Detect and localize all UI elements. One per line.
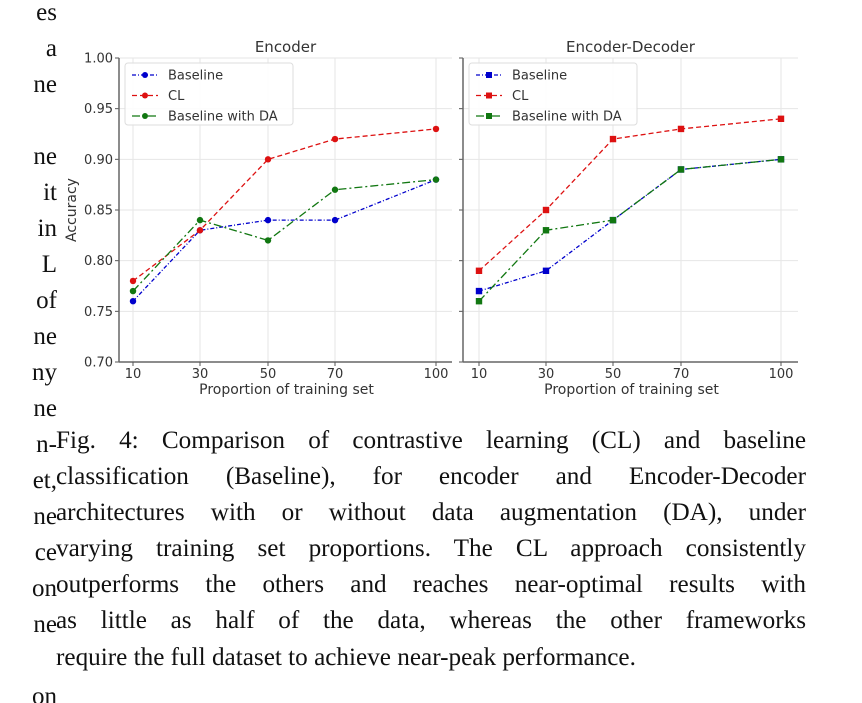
- legend-label: Baseline: [512, 69, 567, 84]
- chart-title: Encoder-Decoder: [566, 38, 696, 56]
- left-column-line: on: [32, 575, 57, 602]
- caption-line: varying training set proportions. The CL…: [56, 535, 806, 563]
- left-column-line: ce: [34, 539, 57, 566]
- data-point: [196, 216, 204, 224]
- data-point: [475, 267, 483, 274]
- x-tick-label: 50: [260, 367, 277, 382]
- data-point: [677, 125, 685, 133]
- x-axis-label: Proportion of training set: [199, 382, 374, 398]
- data-point: [475, 298, 483, 305]
- legend-label: Baseline with DA: [512, 110, 622, 125]
- left-column-line: ny: [32, 359, 57, 386]
- legend-marker: [486, 72, 492, 78]
- legend-marker: [142, 113, 148, 119]
- data-point: [129, 287, 137, 295]
- x-tick-label: 100: [424, 367, 449, 382]
- left-column-line: ne: [33, 395, 57, 422]
- y-tick-label: 0.75: [84, 305, 113, 320]
- x-tick-label: 30: [538, 367, 555, 382]
- data-point: [542, 267, 550, 274]
- chart-title: Encoder: [255, 38, 317, 56]
- legend-box: [468, 62, 638, 126]
- left-column-line: of: [36, 287, 57, 314]
- legend-label: Baseline: [168, 69, 223, 84]
- y-axis-label: Accuracy: [64, 178, 80, 242]
- series-line-baseline-with-da: [132, 178, 437, 292]
- left-column-line: on: [32, 683, 57, 703]
- data-point: [196, 227, 204, 234]
- data-point: [331, 186, 339, 193]
- data-point: [129, 298, 137, 305]
- caption-line: Fig. 4: Comparison of contrastive learni…: [56, 427, 806, 454]
- chart-panel-encoder-decoder: 10 30 50 70 100 Encoder-Decoder Proportion of …: [459, 38, 798, 398]
- x-tick-label: 100: [769, 367, 794, 382]
- series-line-baseline: [478, 158, 782, 292]
- series-line-cl: [478, 118, 782, 272]
- x-tick-label: 70: [327, 367, 344, 382]
- legend-box: [124, 62, 294, 126]
- y-tick-label: 0.80: [84, 254, 113, 269]
- left-column-line: in: [37, 215, 57, 242]
- data-point: [331, 135, 339, 143]
- caption-line: outperforms the others and reaches near-…: [56, 571, 806, 599]
- left-column-line: ne: [33, 323, 57, 350]
- left-column-line: a: [45, 35, 57, 62]
- legend: Baseline CL Baseline with DA: [124, 62, 294, 126]
- left-column-line: L: [41, 251, 57, 278]
- left-column-line: ne: [33, 611, 57, 638]
- x-axis-label: Proportion of training set: [544, 382, 719, 398]
- data-point: [609, 216, 617, 224]
- caption-line: as little as half of the data, whereas t…: [56, 607, 806, 635]
- data-point: [264, 156, 272, 163]
- legend-label: Baseline with DA: [168, 110, 278, 125]
- data-point: [331, 216, 339, 224]
- x-tick-label: 50: [605, 367, 622, 382]
- data-point: [777, 156, 785, 163]
- x-tick-label: 30: [192, 367, 209, 382]
- data-point: [609, 135, 617, 143]
- data-point: [432, 125, 440, 133]
- legend-label: CL: [512, 89, 529, 104]
- y-tick-label: 1.00: [84, 52, 113, 67]
- data-point: [777, 115, 785, 122]
- y-tick-label: 0.85: [84, 204, 113, 219]
- legend: Baseline CL Baseline with DA: [468, 62, 638, 126]
- data-point: [475, 287, 483, 295]
- data-point: [129, 277, 137, 285]
- data-point: [432, 176, 440, 183]
- data-point: [542, 206, 550, 214]
- series-line-baseline: [132, 178, 437, 302]
- y-tick-label: 0.70: [84, 356, 113, 371]
- legend-marker: [142, 72, 148, 78]
- data-point: [677, 166, 685, 173]
- left-column-line: it: [43, 179, 57, 206]
- data-point: [264, 237, 272, 244]
- legend-marker: [486, 113, 492, 119]
- legend-label: CL: [168, 89, 185, 104]
- caption-line: architectures with or without data augme…: [56, 499, 806, 527]
- legend-marker: [142, 92, 148, 99]
- left-column-line: es: [36, 0, 57, 26]
- figure-caption: Fig. 4: Comparison of contrastive learni…: [56, 423, 806, 676]
- caption-line: classification (Baseline), for encoder a…: [56, 463, 806, 491]
- caption-line: require the full dataset to achieve near…: [56, 643, 636, 671]
- legend-marker: [486, 92, 492, 99]
- chart-panel-encoder: 10 30 50 70 100 0.70 0.75 0.80 0.85 0.90 0.95 1.00 E…: [64, 38, 452, 398]
- data-point: [542, 227, 550, 234]
- left-column-line: ne: [33, 143, 57, 170]
- x-tick-label: 10: [125, 367, 142, 382]
- figure-charts: 10 30 50 70 100 0.70 0.75 0.80 0.85 0.90 0.95 1.00 E…: [64, 38, 798, 398]
- left-column-line: ne: [33, 71, 57, 98]
- x-tick-label: 10: [471, 367, 488, 382]
- x-tick-label: 70: [673, 367, 690, 382]
- left-column-line: et,: [32, 467, 57, 494]
- data-point: [264, 216, 272, 224]
- y-tick-label: 0.90: [84, 153, 113, 168]
- left-column-line: n-: [36, 431, 57, 458]
- y-tick-label: 0.95: [84, 102, 113, 117]
- series-line-cl: [132, 128, 437, 282]
- left-column-line: ne: [33, 503, 57, 530]
